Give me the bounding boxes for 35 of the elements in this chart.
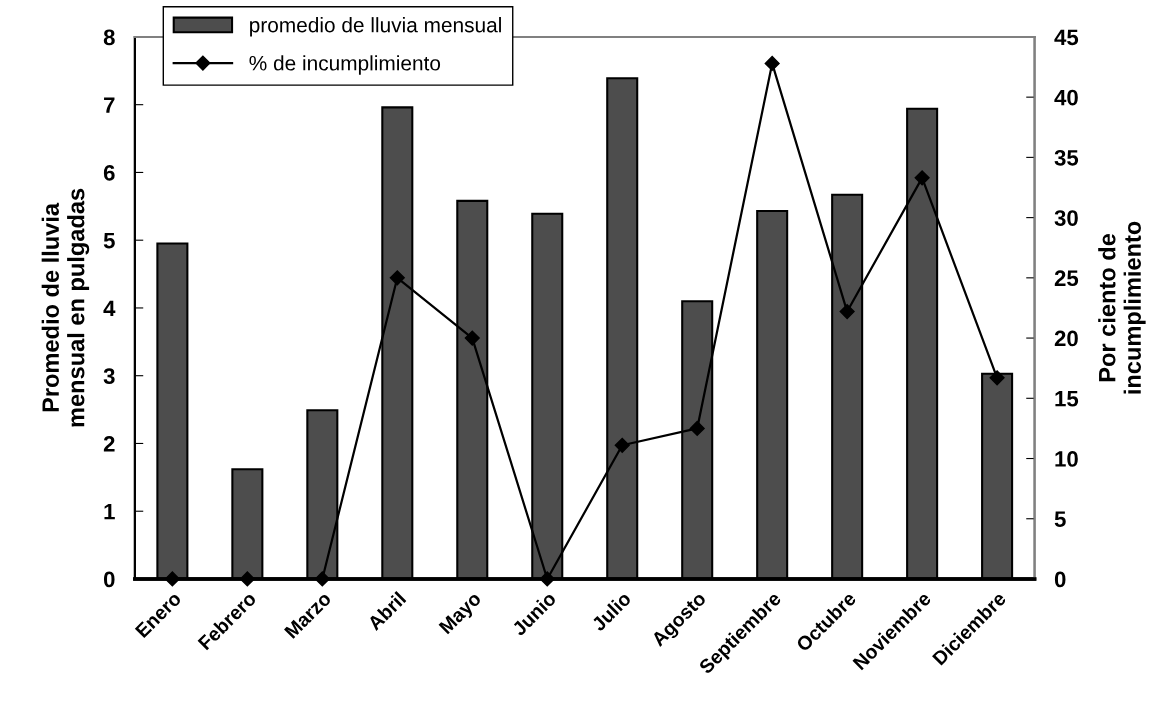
y2-tick-label: 20 (1054, 330, 1078, 347)
point (539, 571, 555, 587)
point (614, 437, 630, 453)
y-tick-label: 0 (103, 571, 115, 588)
y-tick-label: 7 (104, 97, 115, 113)
point (314, 571, 330, 587)
y-axis-title: Promedio de lluvia mensual en pulgadas (41, 188, 90, 427)
point (464, 330, 480, 346)
y2-tick-label: 25 (1054, 270, 1079, 287)
point (989, 370, 1005, 386)
point (839, 303, 855, 320)
point (239, 571, 255, 587)
y2-tick-label: 0 (1054, 571, 1066, 588)
y-tick-label: 1 (104, 503, 115, 520)
point (914, 170, 930, 186)
point (764, 55, 780, 71)
y2-tick-label: 15 (1055, 391, 1079, 407)
point (389, 270, 405, 286)
y-tick-label: 4 (103, 300, 116, 316)
y-tick-label: 6 (103, 164, 115, 181)
y-tick-label: 5 (103, 232, 115, 249)
y2-axis-title: Por ciento de incumplimiento (1098, 221, 1146, 394)
y2-tick-label: 35 (1054, 149, 1079, 166)
legend-label: % de incumplimiento (249, 55, 441, 75)
y2-tick-label: 40 (1054, 89, 1078, 106)
y-tick-label: 3 (103, 368, 115, 385)
y2-tick-label: 30 (1054, 210, 1078, 226)
point (689, 420, 705, 436)
y-tick-label: 8 (103, 29, 115, 46)
y2-tick-label: 10 (1055, 451, 1078, 467)
y-tick-label: 2 (103, 436, 115, 452)
y2-tick-label: 45 (1054, 29, 1079, 46)
point (164, 571, 180, 587)
y2-tick-label: 5 (1054, 511, 1066, 528)
legend-label: promedio de lluvia mensual (250, 17, 501, 37)
